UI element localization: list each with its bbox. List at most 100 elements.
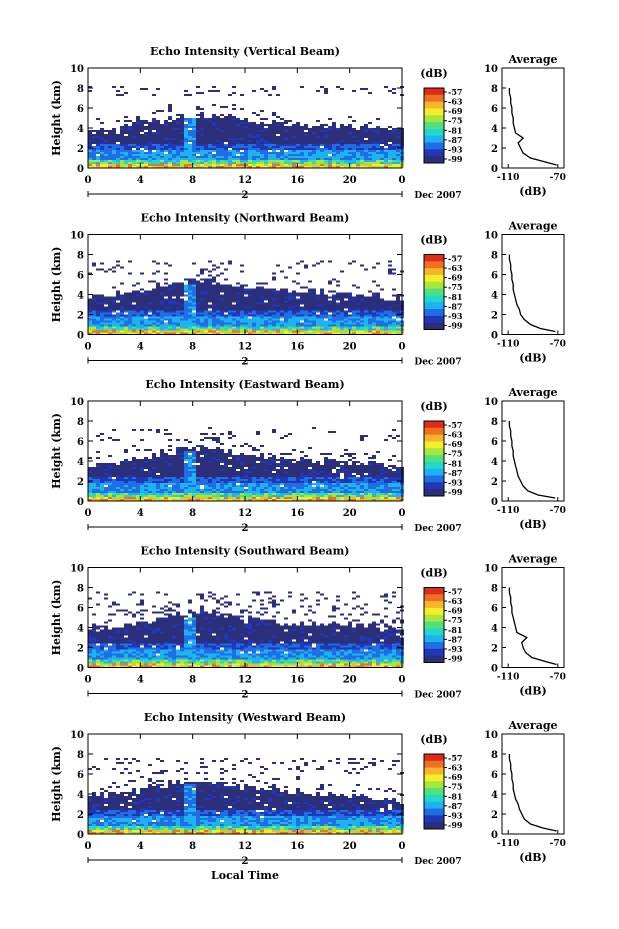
- heatmap-cell: [168, 144, 172, 146]
- heatmap-cell: [324, 162, 328, 164]
- heatmap-cell: [184, 288, 188, 291]
- heatmap-cell: [312, 140, 316, 142]
- heatmap-cell: [232, 469, 236, 471]
- heatmap-cell: [228, 497, 232, 499]
- heatmap-cell: [132, 292, 136, 295]
- heatmap-cell: [220, 286, 224, 289]
- heatmap-cell: [248, 132, 252, 134]
- heatmap-cell: [340, 142, 344, 144]
- heatmap-cell: [288, 316, 292, 319]
- heatmap-cell: [88, 479, 92, 481]
- heatmap-cell: [188, 467, 192, 469]
- heatmap-cell: [132, 124, 136, 126]
- heatmap-cell: [364, 304, 368, 307]
- heatmap-cell: [176, 330, 180, 333]
- heatmap-cell: [396, 312, 400, 315]
- heatmap-cell: [288, 160, 292, 162]
- heatmap-cell: [164, 318, 168, 321]
- heatmap-cell: [248, 461, 252, 463]
- heatmap-cell: [128, 132, 132, 134]
- heatmap-cell: [104, 497, 108, 499]
- heatmap-cell: [204, 314, 208, 317]
- heatmap-cell: [100, 499, 104, 501]
- heatmap-cell: [256, 493, 260, 495]
- heatmap-cell: [88, 495, 92, 497]
- heatmap-cell: [212, 467, 216, 469]
- heatmap-cell: [348, 322, 352, 325]
- heatmap-cell: [116, 154, 120, 156]
- heatmap-cell: [188, 491, 192, 493]
- heatmap-cell: [308, 294, 312, 297]
- heatmap-cell: [196, 467, 200, 469]
- heatmap-cell: [216, 475, 220, 477]
- heatmap-cell: [168, 320, 172, 323]
- heatmap-cell: [340, 126, 344, 128]
- heatmap-cell: [88, 491, 92, 493]
- heatmap-cell: [96, 132, 100, 134]
- heatmap-cell: [112, 475, 116, 477]
- heatmap-cell: [264, 322, 268, 325]
- heatmap-cell: [252, 455, 256, 457]
- heatmap-cell: [236, 152, 240, 154]
- heatmap-cell: [276, 475, 280, 477]
- heatmap-cell: [288, 332, 292, 335]
- heatmap-cell: [244, 140, 248, 142]
- heatmap-cell: [376, 292, 380, 295]
- heatmap-cell: [192, 146, 196, 148]
- heatmap-cell: [220, 130, 224, 132]
- heatmap-cell: [132, 284, 136, 287]
- heatmap-cell: [252, 499, 256, 501]
- heatmap-cell: [360, 146, 364, 148]
- heatmap-cell: [204, 162, 208, 164]
- heatmap-cell: [364, 148, 368, 150]
- heatmap-cell: [172, 140, 176, 142]
- heatmap-cell: [244, 296, 248, 299]
- heatmap-cell: [232, 132, 236, 134]
- heatmap-cell: [328, 148, 332, 150]
- heatmap-cell: [220, 306, 224, 309]
- heatmap-cell: [280, 328, 284, 331]
- heatmap-cell: [240, 292, 244, 295]
- heatmap-cell: [200, 302, 204, 305]
- heatmap-cell: [356, 304, 360, 307]
- heatmap-cell: [164, 461, 168, 463]
- heatmap-cell: [156, 286, 160, 289]
- heatmap-cell: [184, 314, 188, 317]
- heatmap-cell: [200, 294, 204, 297]
- heatmap-cell: [352, 90, 356, 92]
- heatmap-cell: [256, 140, 260, 142]
- heatmap-cell: [276, 166, 280, 168]
- heatmap-cell: [228, 144, 232, 146]
- heatmap-cell: [228, 262, 232, 265]
- heatmap-cell: [144, 292, 148, 295]
- heatmap-cell: [188, 465, 192, 467]
- heatmap-cell: [224, 166, 228, 168]
- heatmap-cell: [360, 162, 364, 164]
- heatmap-cell: [236, 461, 240, 463]
- heatmap-cell: [152, 320, 156, 323]
- heatmap-cell: [164, 278, 168, 281]
- heatmap-cell: [268, 497, 272, 499]
- heatmap-cell: [344, 322, 348, 325]
- heatmap-cell: [264, 324, 268, 327]
- heatmap-cell: [312, 144, 316, 146]
- heatmap-cell: [296, 124, 300, 126]
- heatmap-cell: [312, 132, 316, 134]
- heatmap-cell: [116, 144, 120, 146]
- heatmap-cell: [172, 148, 176, 150]
- heatmap-cell: [216, 322, 220, 325]
- heatmap-cell: [352, 312, 356, 315]
- heatmap-cell: [96, 477, 100, 479]
- heatmap-cell: [128, 477, 132, 479]
- heatmap-cell: [340, 134, 344, 136]
- heatmap-cell: [228, 308, 232, 311]
- heatmap-cell: [96, 463, 100, 465]
- heatmap-cell: [108, 477, 112, 479]
- heatmap-cell: [328, 306, 332, 309]
- heatmap-cell: [184, 302, 188, 305]
- heatmap-cell: [332, 294, 336, 297]
- heatmap-cell: [292, 164, 296, 166]
- heatmap-cell: [92, 264, 96, 267]
- heatmap-cell: [172, 322, 176, 325]
- heatmap-cell: [196, 148, 200, 150]
